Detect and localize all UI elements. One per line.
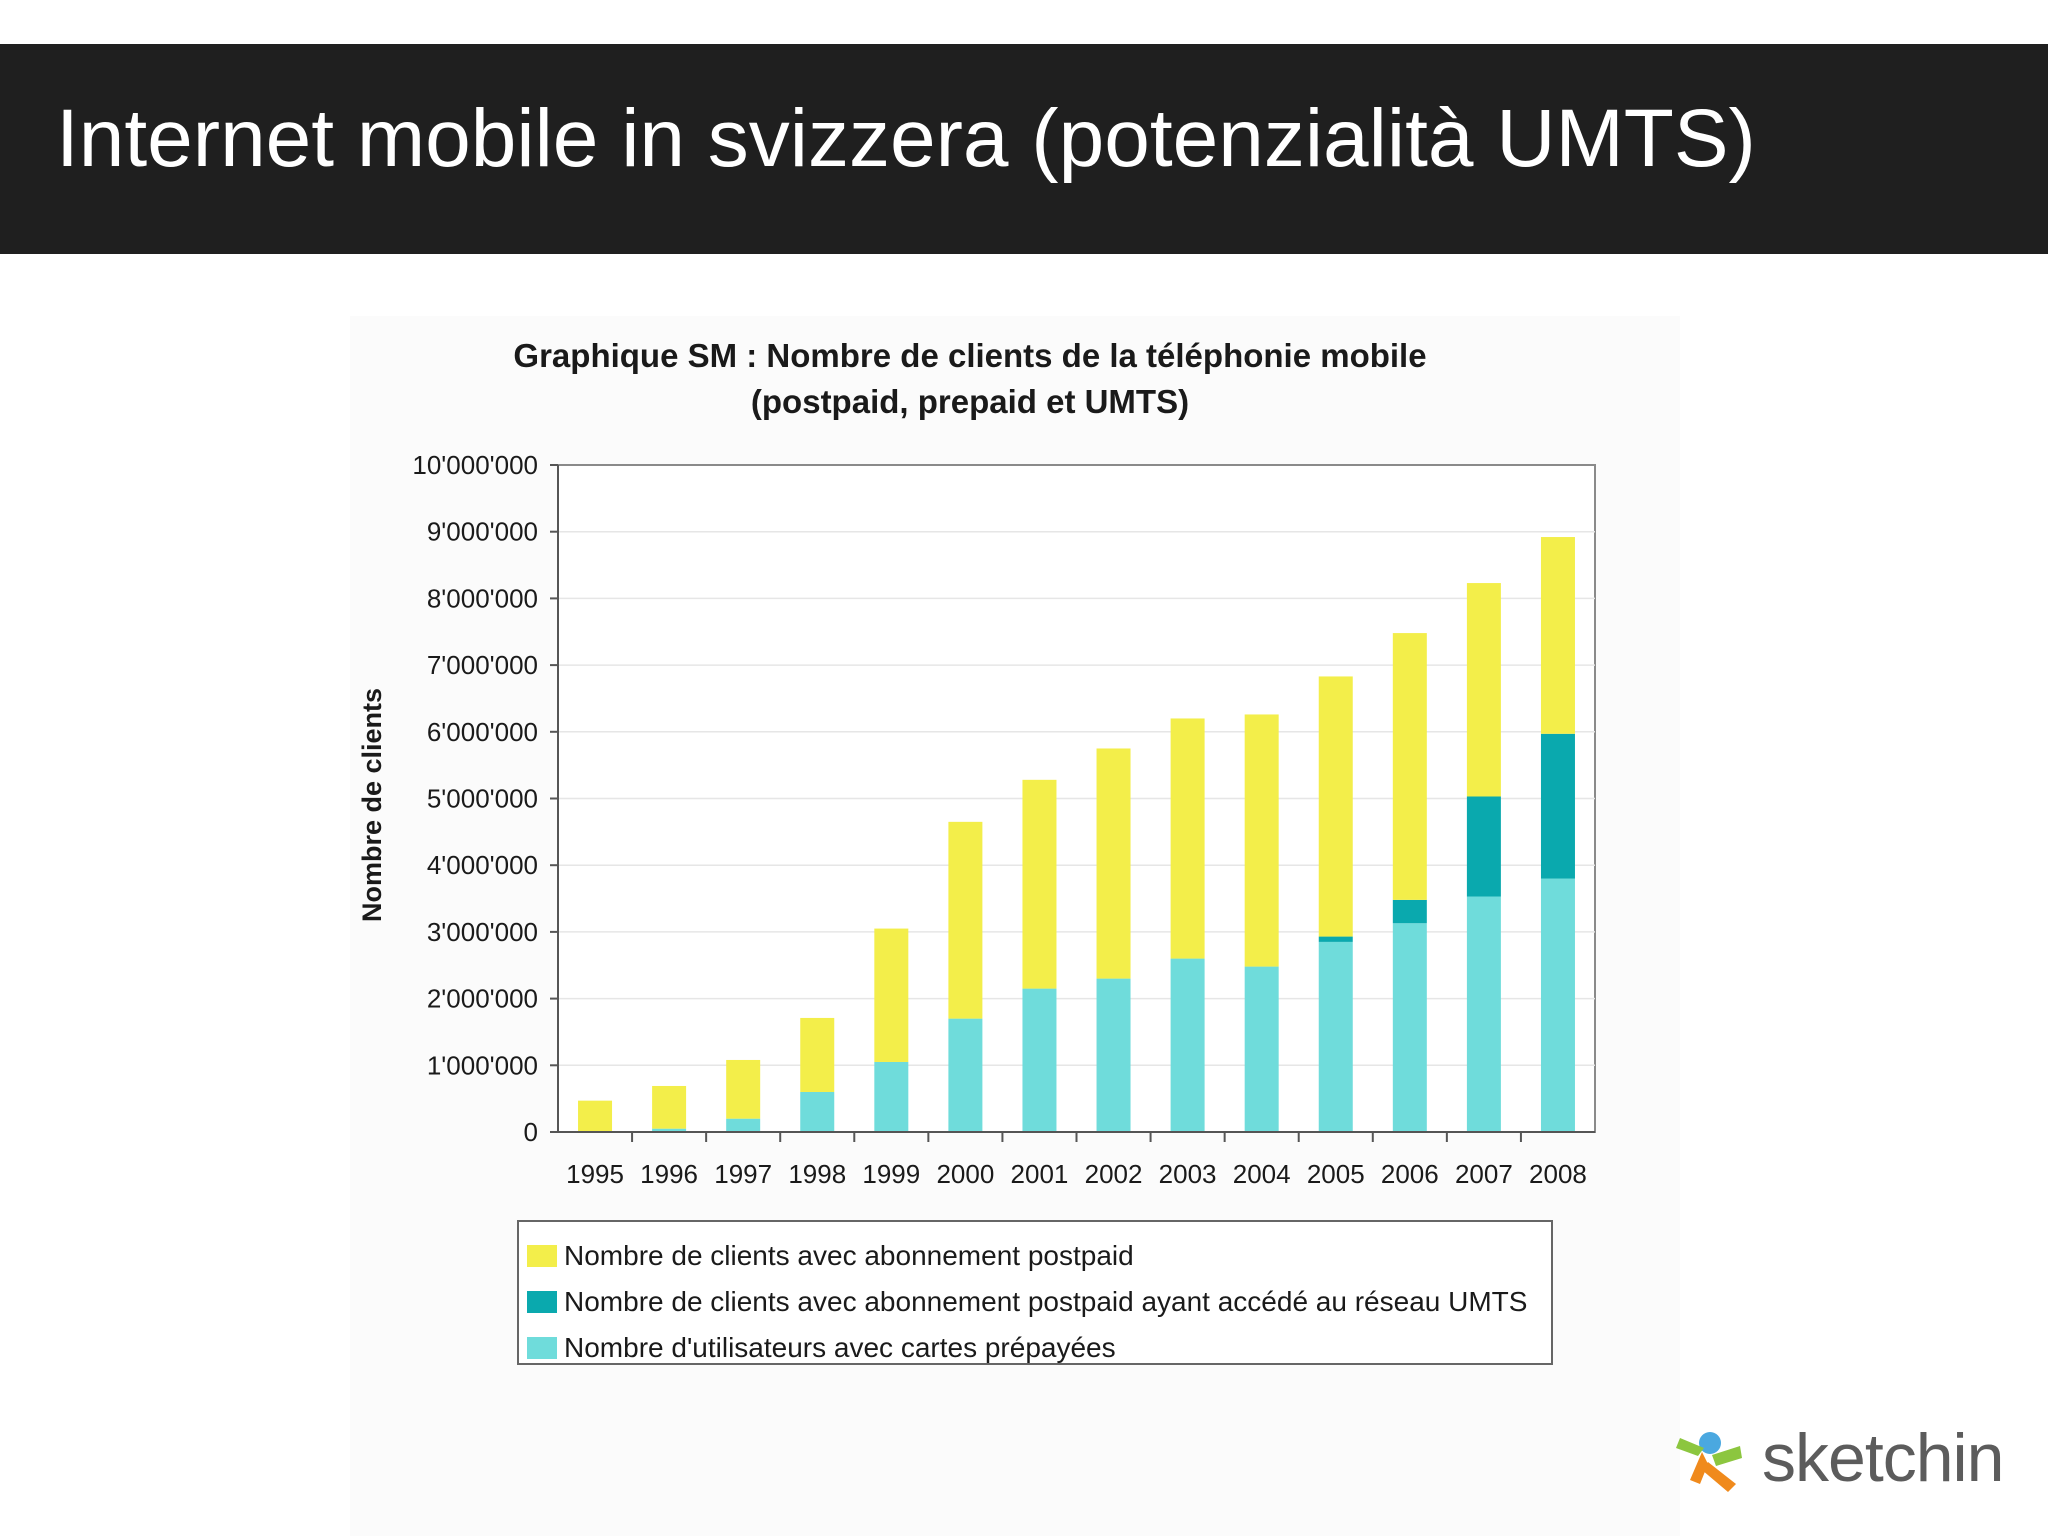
- legend-box: [517, 1220, 1553, 1365]
- bar-segment: [1318, 676, 1353, 937]
- legend-swatch: [527, 1337, 557, 1359]
- chart-subtitle: (postpaid, prepaid et UMTS): [751, 383, 1189, 420]
- bar-segment: [1022, 988, 1057, 1132]
- x-tick-label: 1997: [714, 1159, 772, 1189]
- bar-segment: [800, 1091, 835, 1132]
- bar-segment: [1170, 958, 1205, 1132]
- x-tick-label: 1995: [566, 1159, 624, 1189]
- bar-segment: [1318, 936, 1353, 942]
- y-tick-label: 4'000'000: [427, 850, 538, 880]
- x-tick-label: 1998: [788, 1159, 846, 1189]
- bar-segment: [578, 1100, 613, 1132]
- bar-segment: [652, 1085, 687, 1129]
- legend: Nombre de clients avec abonnement postpa…: [517, 1220, 1553, 1365]
- y-tick-labels: 0 1'000'000 2'000'000 3'000'000 4'000'000 5'0…: [412, 450, 538, 1147]
- slide-title: Internet mobile in svizzera (potenzialit…: [56, 93, 1756, 184]
- x-tick-label: 1996: [640, 1159, 698, 1189]
- x-tick-label: 2004: [1233, 1159, 1291, 1189]
- bar-segment: [1096, 748, 1131, 979]
- x-tick-label: 2007: [1455, 1159, 1513, 1189]
- chart-title: Graphique SM : Nombre de clients de la t…: [513, 337, 1426, 374]
- axes: [550, 464, 1595, 1142]
- bar-segment: [800, 1017, 835, 1092]
- bar-segment: [1540, 537, 1575, 734]
- bar-segment: [1392, 923, 1427, 1132]
- bar-segment: [948, 1018, 983, 1132]
- bar-segment: [1392, 633, 1427, 900]
- y-tick-label: 7'000'000: [427, 650, 538, 680]
- y-tick-label: 1'000'000: [427, 1050, 538, 1080]
- legend-entry: Nombre de clients avec abonnement postpa…: [564, 1286, 1527, 1317]
- bar-segment: [874, 928, 909, 1062]
- grid-lines: [557, 464, 1596, 1133]
- y-tick-label: 3'000'000: [427, 917, 538, 947]
- bar-segment: [1318, 941, 1353, 1132]
- x-tick-label: 2006: [1381, 1159, 1439, 1189]
- bar-segment: [726, 1059, 761, 1119]
- bar-segment: [1244, 714, 1279, 967]
- y-tick-label: 0: [524, 1117, 538, 1147]
- legend-swatch: [527, 1291, 557, 1313]
- slide-header: [0, 44, 2048, 254]
- bar-segment: [1540, 733, 1575, 879]
- chart-titles: Graphique SM : Nombre de clients de la t…: [513, 337, 1426, 420]
- y-tick-label: 5'000'000: [427, 784, 538, 814]
- x-tick-label: 2000: [936, 1159, 994, 1189]
- x-tick-label: 2005: [1307, 1159, 1365, 1189]
- y-tick-label: 8'000'000: [427, 583, 538, 613]
- bar-segment: [1466, 796, 1501, 897]
- x-tick-label: 2002: [1085, 1159, 1143, 1189]
- bar-segment: [726, 1118, 761, 1132]
- y-tick-label: 9'000'000: [427, 517, 538, 547]
- legend-entry: Nombre d'utilisateurs avec cartes prépay…: [564, 1332, 1116, 1363]
- legend-entry: Nombre de clients avec abonnement postpa…: [564, 1240, 1134, 1271]
- y-tick-label: 2'000'000: [427, 984, 538, 1014]
- legend-swatch: [527, 1245, 557, 1267]
- logo-text: sketchin: [1762, 1420, 2004, 1496]
- sketchin-logo-icon: [1676, 1432, 1742, 1492]
- bar-segment: [1392, 899, 1427, 924]
- bar-segment: [1170, 718, 1205, 959]
- bar-segment: [874, 1061, 909, 1132]
- x-tick-label: 2008: [1529, 1159, 1587, 1189]
- bar-segment: [1466, 583, 1501, 797]
- bar-segment: [1244, 966, 1279, 1132]
- x-tick-label: 1999: [862, 1159, 920, 1189]
- x-tick-label: 2003: [1159, 1159, 1217, 1189]
- x-tick-labels: 1995 1996 1997 1998 1999 2000 2001 2002 2003 2004…: [566, 1159, 1587, 1189]
- y-axis-label: Nombre de clients: [357, 688, 387, 922]
- y-tick-label: 10'000'000: [412, 450, 538, 480]
- bar-segment: [1096, 978, 1131, 1132]
- bars: [578, 537, 1575, 1132]
- x-tick-label: 2001: [1011, 1159, 1069, 1189]
- bar-segment: [652, 1128, 687, 1132]
- bar-segment: [948, 821, 983, 1019]
- bar-segment: [1466, 896, 1501, 1132]
- bar-segment: [1022, 779, 1057, 989]
- bar-segment: [1540, 878, 1575, 1132]
- y-tick-label: 6'000'000: [427, 717, 538, 747]
